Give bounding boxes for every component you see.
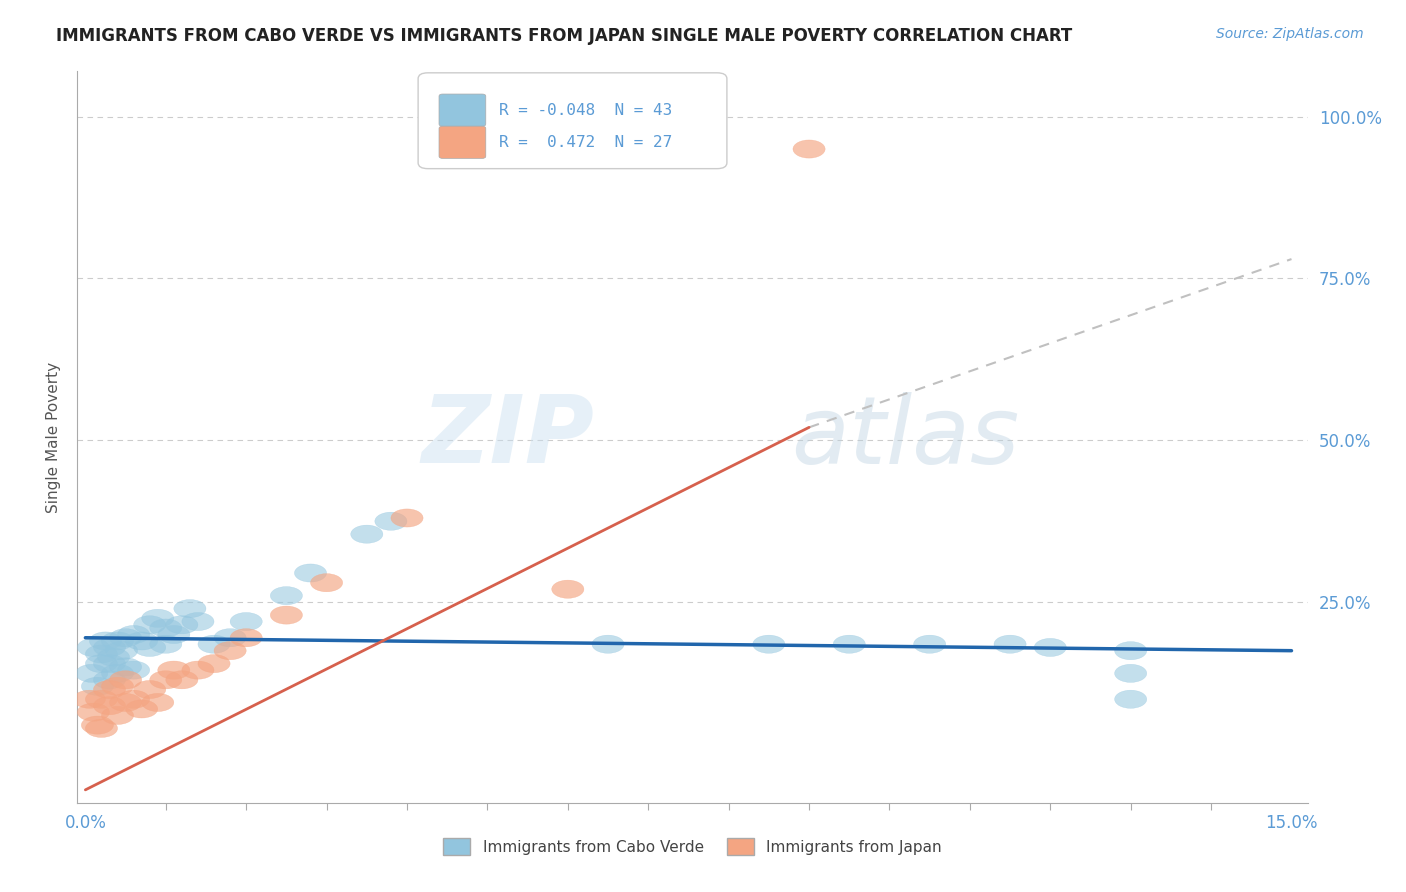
Ellipse shape [90, 632, 121, 650]
Ellipse shape [375, 512, 406, 530]
Ellipse shape [181, 661, 214, 679]
Ellipse shape [149, 635, 181, 653]
Ellipse shape [105, 641, 138, 660]
Ellipse shape [198, 635, 231, 653]
Ellipse shape [166, 615, 198, 634]
Text: Source: ZipAtlas.com: Source: ZipAtlas.com [1216, 27, 1364, 41]
Ellipse shape [76, 665, 108, 682]
Ellipse shape [93, 697, 125, 714]
Text: R = -0.048  N = 43: R = -0.048 N = 43 [499, 103, 672, 118]
Ellipse shape [551, 580, 583, 599]
Ellipse shape [93, 681, 125, 698]
Ellipse shape [231, 629, 263, 647]
Ellipse shape [149, 671, 181, 689]
Ellipse shape [82, 677, 114, 696]
Ellipse shape [101, 665, 134, 682]
Text: IMMIGRANTS FROM CABO VERDE VS IMMIGRANTS FROM JAPAN SINGLE MALE POVERTY CORRELAT: IMMIGRANTS FROM CABO VERDE VS IMMIGRANTS… [56, 27, 1073, 45]
Ellipse shape [118, 625, 149, 643]
Ellipse shape [311, 574, 343, 591]
Ellipse shape [181, 613, 214, 631]
Ellipse shape [82, 716, 114, 734]
FancyBboxPatch shape [439, 94, 486, 127]
Ellipse shape [97, 648, 129, 666]
Ellipse shape [118, 690, 149, 708]
Text: R =  0.472  N = 27: R = 0.472 N = 27 [499, 135, 672, 150]
Ellipse shape [86, 655, 118, 673]
Ellipse shape [125, 700, 157, 718]
Ellipse shape [157, 625, 190, 643]
Ellipse shape [214, 629, 246, 647]
Ellipse shape [101, 706, 134, 724]
Ellipse shape [134, 615, 166, 634]
Ellipse shape [142, 693, 174, 712]
Ellipse shape [214, 641, 246, 660]
Ellipse shape [77, 639, 110, 657]
Ellipse shape [1035, 639, 1066, 657]
Ellipse shape [125, 632, 157, 650]
Ellipse shape [198, 655, 231, 673]
Ellipse shape [1115, 641, 1147, 660]
Ellipse shape [101, 632, 134, 650]
Ellipse shape [1115, 665, 1147, 682]
Ellipse shape [157, 661, 190, 679]
Ellipse shape [149, 619, 181, 637]
Ellipse shape [166, 671, 198, 689]
Ellipse shape [294, 564, 326, 582]
Text: ZIP: ZIP [422, 391, 595, 483]
Ellipse shape [174, 599, 207, 617]
Ellipse shape [101, 677, 134, 696]
Ellipse shape [1115, 690, 1147, 708]
Ellipse shape [994, 635, 1026, 653]
Ellipse shape [914, 635, 946, 653]
Ellipse shape [270, 606, 302, 624]
Ellipse shape [118, 661, 149, 679]
FancyBboxPatch shape [439, 126, 486, 159]
Ellipse shape [93, 671, 125, 689]
Text: atlas: atlas [792, 392, 1019, 483]
Ellipse shape [93, 655, 125, 673]
Ellipse shape [110, 693, 142, 712]
Ellipse shape [110, 671, 142, 689]
Ellipse shape [86, 690, 118, 708]
FancyBboxPatch shape [418, 73, 727, 169]
Ellipse shape [270, 587, 302, 605]
Ellipse shape [142, 609, 174, 627]
Ellipse shape [86, 645, 118, 663]
Ellipse shape [231, 613, 263, 631]
Ellipse shape [93, 639, 125, 657]
Ellipse shape [834, 635, 865, 653]
Ellipse shape [592, 635, 624, 653]
Ellipse shape [110, 657, 142, 676]
Ellipse shape [793, 140, 825, 158]
Ellipse shape [134, 681, 166, 698]
Ellipse shape [134, 639, 166, 657]
Ellipse shape [391, 509, 423, 527]
Y-axis label: Single Male Poverty: Single Male Poverty [45, 361, 60, 513]
Ellipse shape [752, 635, 785, 653]
Legend: Immigrants from Cabo Verde, Immigrants from Japan: Immigrants from Cabo Verde, Immigrants f… [437, 832, 948, 861]
Ellipse shape [86, 719, 118, 738]
Ellipse shape [110, 629, 142, 647]
Ellipse shape [73, 690, 105, 708]
Ellipse shape [77, 703, 110, 722]
Ellipse shape [350, 525, 382, 543]
